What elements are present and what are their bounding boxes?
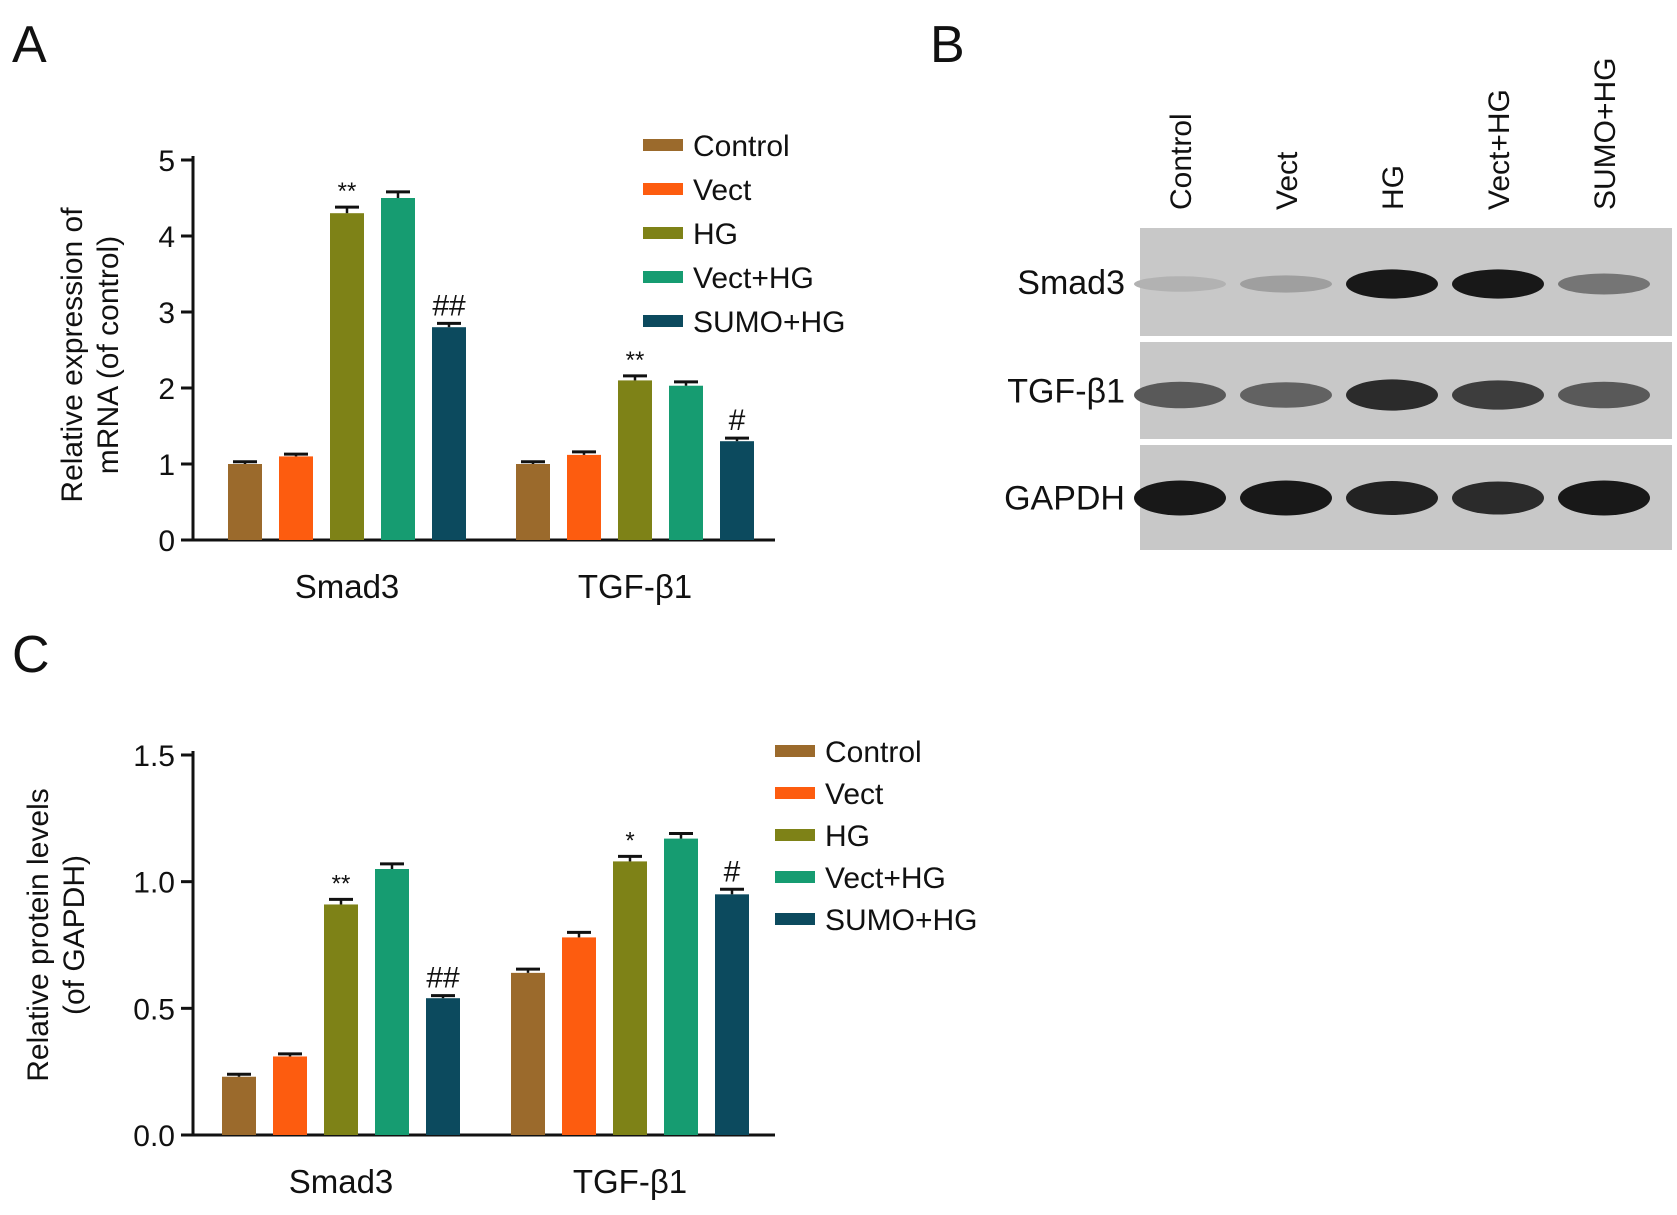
bar-hg-1 <box>613 861 647 1135</box>
blot-band <box>1346 269 1438 299</box>
panel-label-c: C <box>12 626 50 684</box>
significance-mark: ** <box>332 870 351 897</box>
bar-vect-hg-0 <box>381 198 415 540</box>
bar-vect-0 <box>279 456 313 540</box>
bar-hg-1 <box>618 380 652 540</box>
y-tick-label: 0 <box>158 525 175 558</box>
blot-band <box>1346 379 1438 411</box>
panel-label-b: B <box>930 16 965 74</box>
blot-band <box>1346 480 1438 516</box>
bar-hg-0 <box>330 213 364 540</box>
blot-band <box>1452 481 1544 515</box>
blot-band <box>1558 480 1650 516</box>
bar-sumo-hg-1 <box>715 894 749 1135</box>
y-tick-label: 1.0 <box>133 867 175 900</box>
legend-swatch <box>775 829 815 841</box>
bar-hg-0 <box>324 904 358 1135</box>
legend-label: SUMO+HG <box>693 306 846 339</box>
x-category-label: TGF-β1 <box>578 568 692 605</box>
significance-mark: ** <box>626 347 645 374</box>
blot-band <box>1134 381 1226 409</box>
legend-swatch <box>643 271 683 283</box>
chart-c-ylabel-line1: Relative protein levels <box>22 788 55 1081</box>
blot-band <box>1558 381 1650 409</box>
blot-band <box>1134 276 1226 292</box>
chart-c-ylabel-line2: (of GAPDH) <box>58 855 91 1015</box>
legend-label: SUMO+HG <box>825 904 978 937</box>
legend-label: Vect+HG <box>825 862 946 895</box>
blot-band <box>1240 275 1332 293</box>
bar-sumo-hg-0 <box>426 998 460 1135</box>
legend-swatch <box>643 315 683 327</box>
blot-band <box>1452 380 1544 410</box>
chart-a-ylabel-line1: Relative expression of <box>56 207 89 503</box>
blot-band <box>1240 480 1332 516</box>
y-tick-label: 0.0 <box>133 1120 175 1153</box>
bar-control-0 <box>222 1076 256 1135</box>
bar-vect-0 <box>273 1056 307 1135</box>
bar-sumo-hg-1 <box>720 441 754 540</box>
legend-label: Control <box>825 736 922 769</box>
y-tick-label: 1.5 <box>133 740 175 773</box>
bar-vect-1 <box>562 937 596 1135</box>
legend-label: HG <box>825 820 870 853</box>
y-tick-label: 3 <box>158 297 175 330</box>
lane-label: SUMO+HG <box>1589 57 1622 210</box>
lane-label: Vect+HG <box>1483 89 1516 210</box>
significance-mark: ## <box>426 962 460 995</box>
legend-swatch <box>643 183 683 195</box>
blot-band <box>1134 480 1226 516</box>
legend-label: HG <box>693 218 738 251</box>
bar-sumo-hg-0 <box>432 327 466 540</box>
bar-control-1 <box>516 464 550 540</box>
blot-row-label: Smad3 <box>1017 264 1125 302</box>
blot-row-label: TGF-β1 <box>1007 373 1125 411</box>
y-tick-label: 0.5 <box>133 993 175 1026</box>
legend-swatch <box>643 227 683 239</box>
chart-c: Relative protein levels (of GAPDH) 0.0 0.… <box>22 736 978 1200</box>
legend-label: Vect <box>825 778 884 811</box>
panel-label-a: A <box>12 16 47 74</box>
x-category-label: Smad3 <box>295 568 400 605</box>
y-tick-label: 2 <box>158 373 175 406</box>
significance-mark: # <box>724 855 741 888</box>
legend-swatch <box>775 871 815 883</box>
y-tick-label: 1 <box>158 449 175 482</box>
lane-label: Vect <box>1271 151 1304 210</box>
bar-control-1 <box>511 972 545 1135</box>
significance-mark: ## <box>432 289 466 322</box>
legend-label: Control <box>693 130 790 163</box>
lane-label: HG <box>1377 165 1410 210</box>
blot-row-label: GAPDH <box>1004 480 1125 518</box>
lane-label: Control <box>1165 113 1198 210</box>
western-blot: Control Vect HG Vect+HG SUMO+HG Smad3 TGF-β1 GA… <box>1004 57 1672 550</box>
y-tick-label: 5 <box>158 145 175 178</box>
legend-swatch <box>775 787 815 799</box>
y-tick-label: 4 <box>158 221 175 254</box>
legend-swatch <box>643 139 683 151</box>
blot-band <box>1240 382 1332 408</box>
bar-vect-hg-1 <box>669 385 703 540</box>
significance-mark: ** <box>338 178 357 205</box>
chart-a: Relative expression of mRNA (of control)… <box>56 130 846 605</box>
blot-band <box>1452 269 1544 299</box>
chart-a-ylabel-line2: mRNA (of control) <box>92 236 125 474</box>
bar-vect-hg-1 <box>664 838 698 1135</box>
legend-label: Vect <box>693 174 752 207</box>
legend-swatch <box>775 913 815 925</box>
bar-vect-hg-0 <box>375 869 409 1135</box>
x-category-label: TGF-β1 <box>573 1163 687 1200</box>
bar-control-0 <box>228 464 262 540</box>
legend-label: Vect+HG <box>693 262 814 295</box>
significance-mark: # <box>729 404 746 437</box>
significance-mark: * <box>625 827 634 854</box>
legend-swatch <box>775 745 815 757</box>
x-category-label: Smad3 <box>289 1163 394 1200</box>
blot-band <box>1558 273 1650 295</box>
bar-vect-1 <box>567 454 601 540</box>
